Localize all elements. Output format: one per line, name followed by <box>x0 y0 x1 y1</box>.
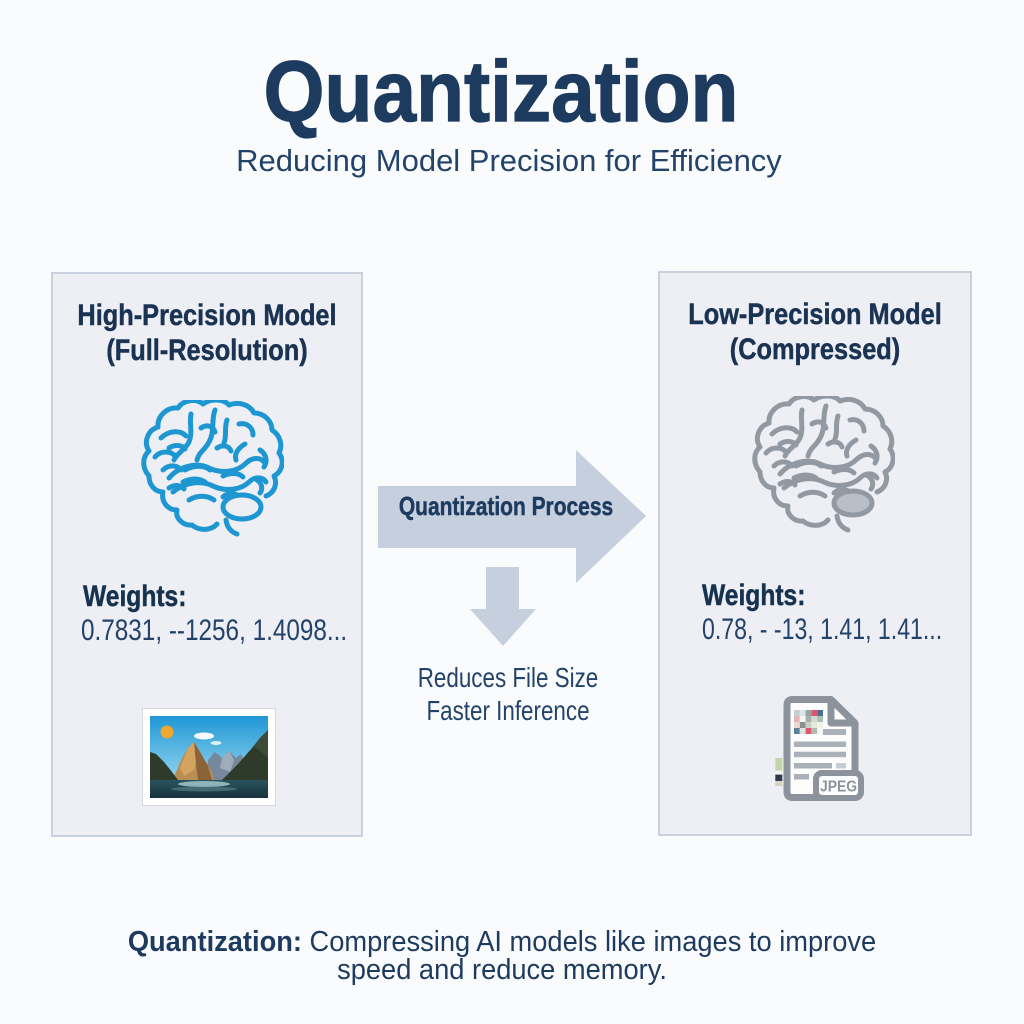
svg-text:JPEG: JPEG <box>820 779 857 796</box>
